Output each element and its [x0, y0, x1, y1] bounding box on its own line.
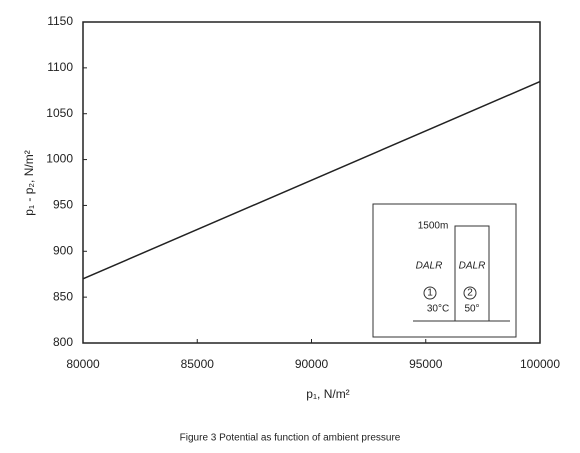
y-axis-label: p₁ - p₂, N/m² — [22, 150, 36, 215]
x-tick-label: 100000 — [520, 357, 560, 371]
inset-label: 1500m — [418, 221, 449, 232]
inset-circle — [463, 286, 477, 300]
inset-label: DALR — [459, 261, 486, 272]
y-tick-label: 1100 — [47, 60, 73, 74]
y-tick-label: 800 — [53, 335, 73, 349]
inset-label: DALR — [416, 261, 443, 272]
inset-frame — [372, 203, 517, 338]
inset-column — [454, 225, 490, 321]
x-tick-label: 85000 — [181, 357, 215, 371]
y-tick-label: 1050 — [46, 106, 73, 120]
x-tick-label: 80000 — [66, 357, 100, 371]
inset-label: 50° — [464, 304, 479, 315]
inset-label: 1 — [427, 288, 433, 299]
inset-label: 2 — [467, 288, 473, 299]
y-tick-label: 1150 — [47, 14, 73, 28]
inset-diagram: 1500m DALR DALR 1 2 30°C 50° — [372, 203, 517, 338]
y-tick-label: 1000 — [46, 152, 73, 166]
inset-label: 30°C — [427, 304, 449, 315]
x-tick-label: 95000 — [409, 357, 443, 371]
data-line — [82, 80, 541, 280]
x-axis-label: p₁, N/m² — [306, 387, 349, 401]
y-tick-label: 850 — [53, 289, 73, 303]
y-tick-label: 950 — [53, 198, 73, 212]
x-tick-label: 90000 — [295, 357, 329, 371]
y-tick-label: 900 — [53, 243, 73, 257]
caption: Figure 3 Potential as function of ambien… — [180, 433, 401, 444]
inset-circle — [423, 286, 437, 300]
